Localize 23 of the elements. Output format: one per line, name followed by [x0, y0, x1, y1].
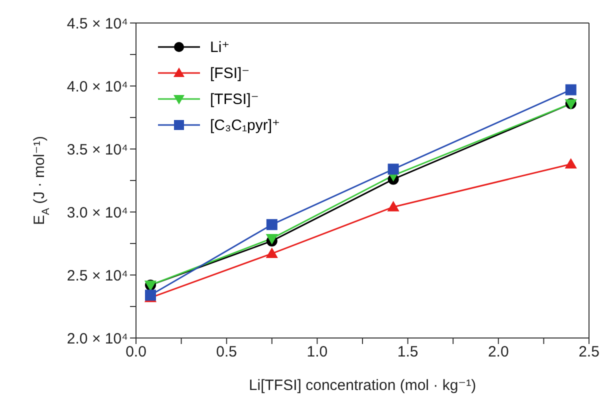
x-tick-label: 1.5	[397, 344, 418, 361]
point	[564, 158, 577, 169]
x-tick-label: 0.0	[126, 344, 146, 361]
legend-label: [C₃C₁pyr]⁺	[210, 116, 280, 134]
x-tick-label: 2.0	[488, 344, 509, 361]
point	[266, 248, 278, 258]
legend-label: [FSI]⁻	[210, 64, 250, 82]
y-tick-label: 3.0 × 10⁴	[66, 204, 128, 222]
x-axis-title: Li[TFSI] concentration (mol · kg⁻¹)	[248, 377, 476, 394]
x-tick-label: 2.5	[578, 344, 600, 361]
legend-label: [TFSI]⁻	[210, 90, 259, 108]
y-tick-label: 4.5 × 10⁴	[66, 15, 128, 32]
y-tick-label: 3.5 × 10⁴	[66, 141, 128, 158]
legend-label: Li⁺	[210, 38, 230, 56]
point	[387, 200, 400, 212]
point	[266, 219, 278, 230]
x-tick-label: 1.0	[306, 344, 328, 361]
x-tick-label: 0.5	[216, 344, 238, 361]
y-tick-label: 4.0 × 10⁴	[66, 78, 128, 96]
point	[388, 164, 399, 175]
y-tick-label: 2.5 × 10⁴	[66, 267, 128, 284]
point	[565, 84, 576, 96]
y-tick-label: 2.0 × 10⁴	[66, 330, 128, 348]
